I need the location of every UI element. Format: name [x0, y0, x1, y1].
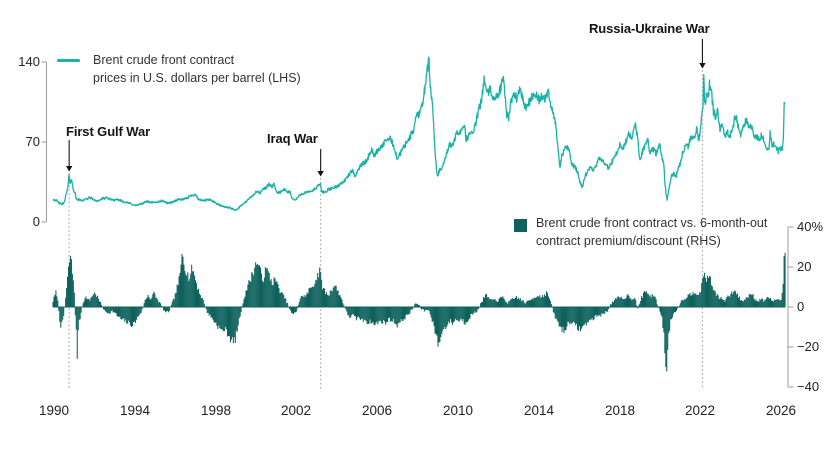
y-axis-right: [787, 226, 794, 388]
x-tick-2014: 2014: [523, 403, 555, 418]
premium-bars-legend-swatch: [514, 219, 527, 232]
y-left-tick-0: 0: [32, 214, 40, 229]
y-left-tick-70: 70: [25, 134, 40, 149]
event-arrowhead-icon-1: [317, 171, 324, 177]
x-tick-2022: 2022: [684, 403, 716, 418]
x-tick-2026: 2026: [765, 403, 797, 418]
x-tick-1990: 1990: [38, 403, 70, 418]
x-tick-2010: 2010: [442, 403, 474, 418]
x-tick-2006: 2006: [361, 403, 393, 418]
price-line-series: [52, 56, 786, 212]
x-tick-2002: 2002: [280, 403, 312, 418]
event-arrowhead-icon-0: [65, 166, 73, 172]
x-tick-2018: 2018: [604, 403, 636, 418]
x-tick-1998: 1998: [200, 403, 232, 418]
y-right-tick-40pct: 40%: [797, 219, 824, 234]
price-line-legend-swatch: [57, 59, 80, 62]
annotation-first-gulf-war: First Gulf War: [66, 124, 151, 139]
x-tick-1994: 1994: [119, 403, 151, 418]
y-right-tick-neg40: −40: [797, 379, 820, 394]
y-left-tick-140: 140: [18, 54, 40, 69]
legend-price-line2: prices in U.S. dollars per barrel (LHS): [93, 70, 301, 85]
annotation-russia-ukraine-war: Russia-Ukraine War: [589, 21, 710, 36]
event-arrowhead-icon-2: [699, 63, 706, 69]
legend-premium: Brent crude front contract vs. 6-month-o…: [536, 215, 767, 250]
y-axis-left: [41, 61, 47, 223]
legend-premium-line1: Brent crude front contract vs. 6-month-o…: [536, 216, 768, 230]
annotation-iraq-war: Iraq War: [267, 131, 318, 146]
y-right-tick-0: 0: [797, 299, 805, 314]
legend-premium-line2: contract premium/discount (RHS): [536, 233, 721, 248]
legend-price: Brent crude front contract prices in U.S…: [93, 52, 301, 87]
y-right-tick-neg20: −20: [797, 339, 820, 354]
y-right-tick-20: 20: [797, 259, 812, 274]
legend-price-line1: Brent crude front contract: [93, 53, 235, 67]
